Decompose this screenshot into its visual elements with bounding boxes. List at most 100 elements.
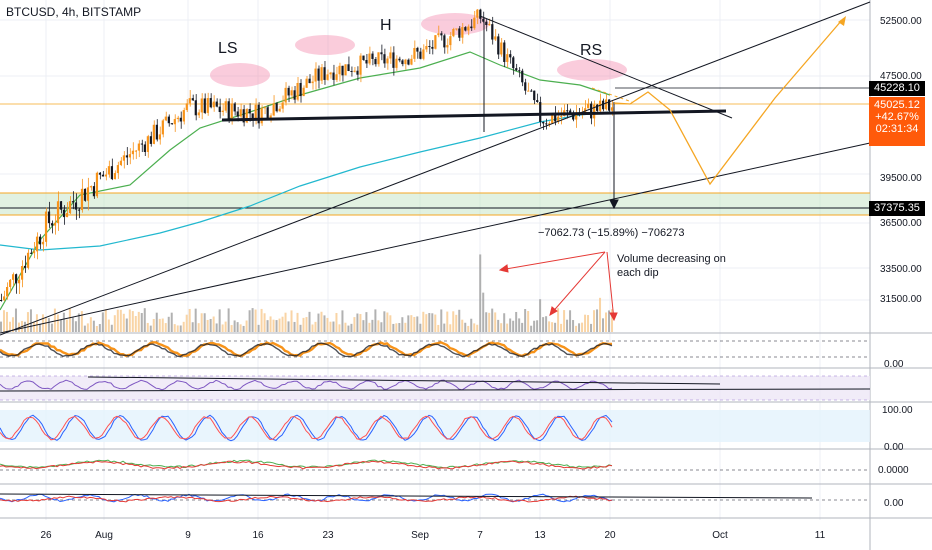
volume-bar bbox=[356, 313, 359, 332]
volume-bar bbox=[53, 308, 56, 332]
candle-body bbox=[488, 24, 491, 26]
candle-body bbox=[188, 98, 191, 104]
candle-body bbox=[128, 154, 131, 158]
candle-body bbox=[65, 213, 69, 218]
measure-label: −7062.73 (−15.89%) −706273 bbox=[538, 227, 685, 239]
candle-body bbox=[116, 165, 120, 174]
price-tick: 31500.00 bbox=[880, 294, 922, 305]
neckline bbox=[221, 109, 727, 122]
volume-bar bbox=[329, 321, 332, 332]
volume-bar bbox=[311, 324, 314, 332]
candle-body bbox=[347, 64, 350, 71]
candle-body bbox=[455, 28, 458, 30]
volume-bar bbox=[29, 309, 32, 332]
ma-green-line bbox=[0, 51, 611, 311]
volume-bar bbox=[284, 312, 287, 332]
candle-body bbox=[365, 59, 368, 64]
volume-bar bbox=[275, 320, 278, 332]
volume-bar bbox=[182, 321, 185, 332]
volume-bar bbox=[398, 323, 401, 332]
volume-bar bbox=[518, 318, 521, 332]
candle-body bbox=[113, 173, 117, 180]
candle-body bbox=[20, 265, 24, 280]
volume-bar bbox=[77, 313, 80, 332]
candle-body bbox=[11, 274, 15, 280]
volume-bar bbox=[296, 312, 299, 332]
volume-bar bbox=[158, 318, 161, 332]
volume-bar bbox=[74, 321, 77, 332]
candle-body bbox=[611, 107, 614, 111]
candle-body bbox=[263, 107, 266, 109]
volume-bar bbox=[170, 312, 173, 332]
time-tick: Aug bbox=[95, 530, 113, 541]
volume-bar bbox=[155, 312, 158, 332]
volume-bar bbox=[368, 322, 371, 332]
candle-body bbox=[524, 82, 527, 91]
candle-body bbox=[278, 108, 281, 112]
volume-bar bbox=[572, 320, 575, 332]
volume-bar bbox=[596, 309, 599, 332]
volume-bar bbox=[242, 325, 245, 332]
candle-body bbox=[17, 279, 21, 284]
volume-bar bbox=[272, 319, 275, 332]
volume-bar bbox=[179, 325, 182, 332]
candle-body bbox=[536, 100, 539, 102]
candle-body bbox=[410, 58, 413, 65]
label-rs: RS bbox=[580, 42, 602, 59]
indicator-panel-stoch bbox=[0, 410, 870, 442]
volume-bar bbox=[230, 325, 233, 332]
label-h: H bbox=[380, 17, 392, 34]
candle-body bbox=[95, 172, 99, 197]
candle-body bbox=[479, 9, 482, 19]
volume-bar bbox=[125, 318, 128, 332]
time-tick: 20 bbox=[604, 530, 616, 541]
candle-body bbox=[233, 103, 236, 112]
ma-cyan-line bbox=[0, 111, 611, 251]
price-tick: 52500.00 bbox=[880, 16, 922, 27]
volume-bar bbox=[407, 315, 410, 332]
volume-bar bbox=[545, 316, 548, 332]
volume-bar bbox=[554, 322, 557, 332]
candle-body bbox=[509, 54, 512, 58]
symbol-title[interactable]: BTCUSD, 4h, BITSTAMP bbox=[6, 5, 142, 19]
candle-body bbox=[14, 274, 18, 284]
candle-body bbox=[80, 188, 84, 211]
volume-bar bbox=[278, 318, 281, 332]
volume-bar bbox=[479, 254, 482, 332]
volume-bar bbox=[50, 323, 53, 332]
volume-bar bbox=[512, 320, 515, 332]
volume-bar bbox=[122, 313, 125, 332]
volume-bar bbox=[563, 310, 566, 332]
volume-bar bbox=[281, 316, 284, 332]
candle-body bbox=[350, 70, 353, 72]
volume-bar bbox=[35, 314, 38, 332]
candle-body bbox=[125, 155, 128, 158]
candle-body bbox=[605, 99, 608, 110]
candle-body bbox=[329, 72, 332, 75]
volume-bar bbox=[326, 317, 329, 332]
candle-body bbox=[167, 116, 170, 124]
candle-body bbox=[59, 201, 63, 210]
candle-body bbox=[254, 104, 257, 120]
volume-bar bbox=[137, 311, 140, 332]
volume-bar bbox=[575, 325, 578, 332]
time-axis[interactable]: 26 Aug 9 16 23 Sep 7 13 20 Oct 11 bbox=[40, 530, 825, 541]
candle-body bbox=[62, 209, 66, 218]
price-axis[interactable]: 52500.00 47500.00 39500.00 36500.00 3350… bbox=[878, 16, 922, 509]
osc-tick: 0.00 bbox=[884, 498, 904, 509]
bar-countdown: 02:31:34 bbox=[875, 123, 919, 135]
volume-bar bbox=[8, 321, 11, 332]
candle-body bbox=[140, 143, 143, 145]
candle-body bbox=[413, 47, 416, 59]
candle-body bbox=[50, 223, 54, 226]
candle-body bbox=[8, 279, 12, 288]
volume-bar bbox=[539, 299, 542, 332]
time-tick: 9 bbox=[185, 530, 191, 541]
candle-body bbox=[290, 90, 293, 96]
candle-body bbox=[281, 102, 284, 109]
price-tick: 39500.00 bbox=[880, 173, 922, 184]
candle-body bbox=[284, 87, 287, 103]
candle-body bbox=[341, 65, 344, 76]
candle-body bbox=[152, 124, 155, 144]
